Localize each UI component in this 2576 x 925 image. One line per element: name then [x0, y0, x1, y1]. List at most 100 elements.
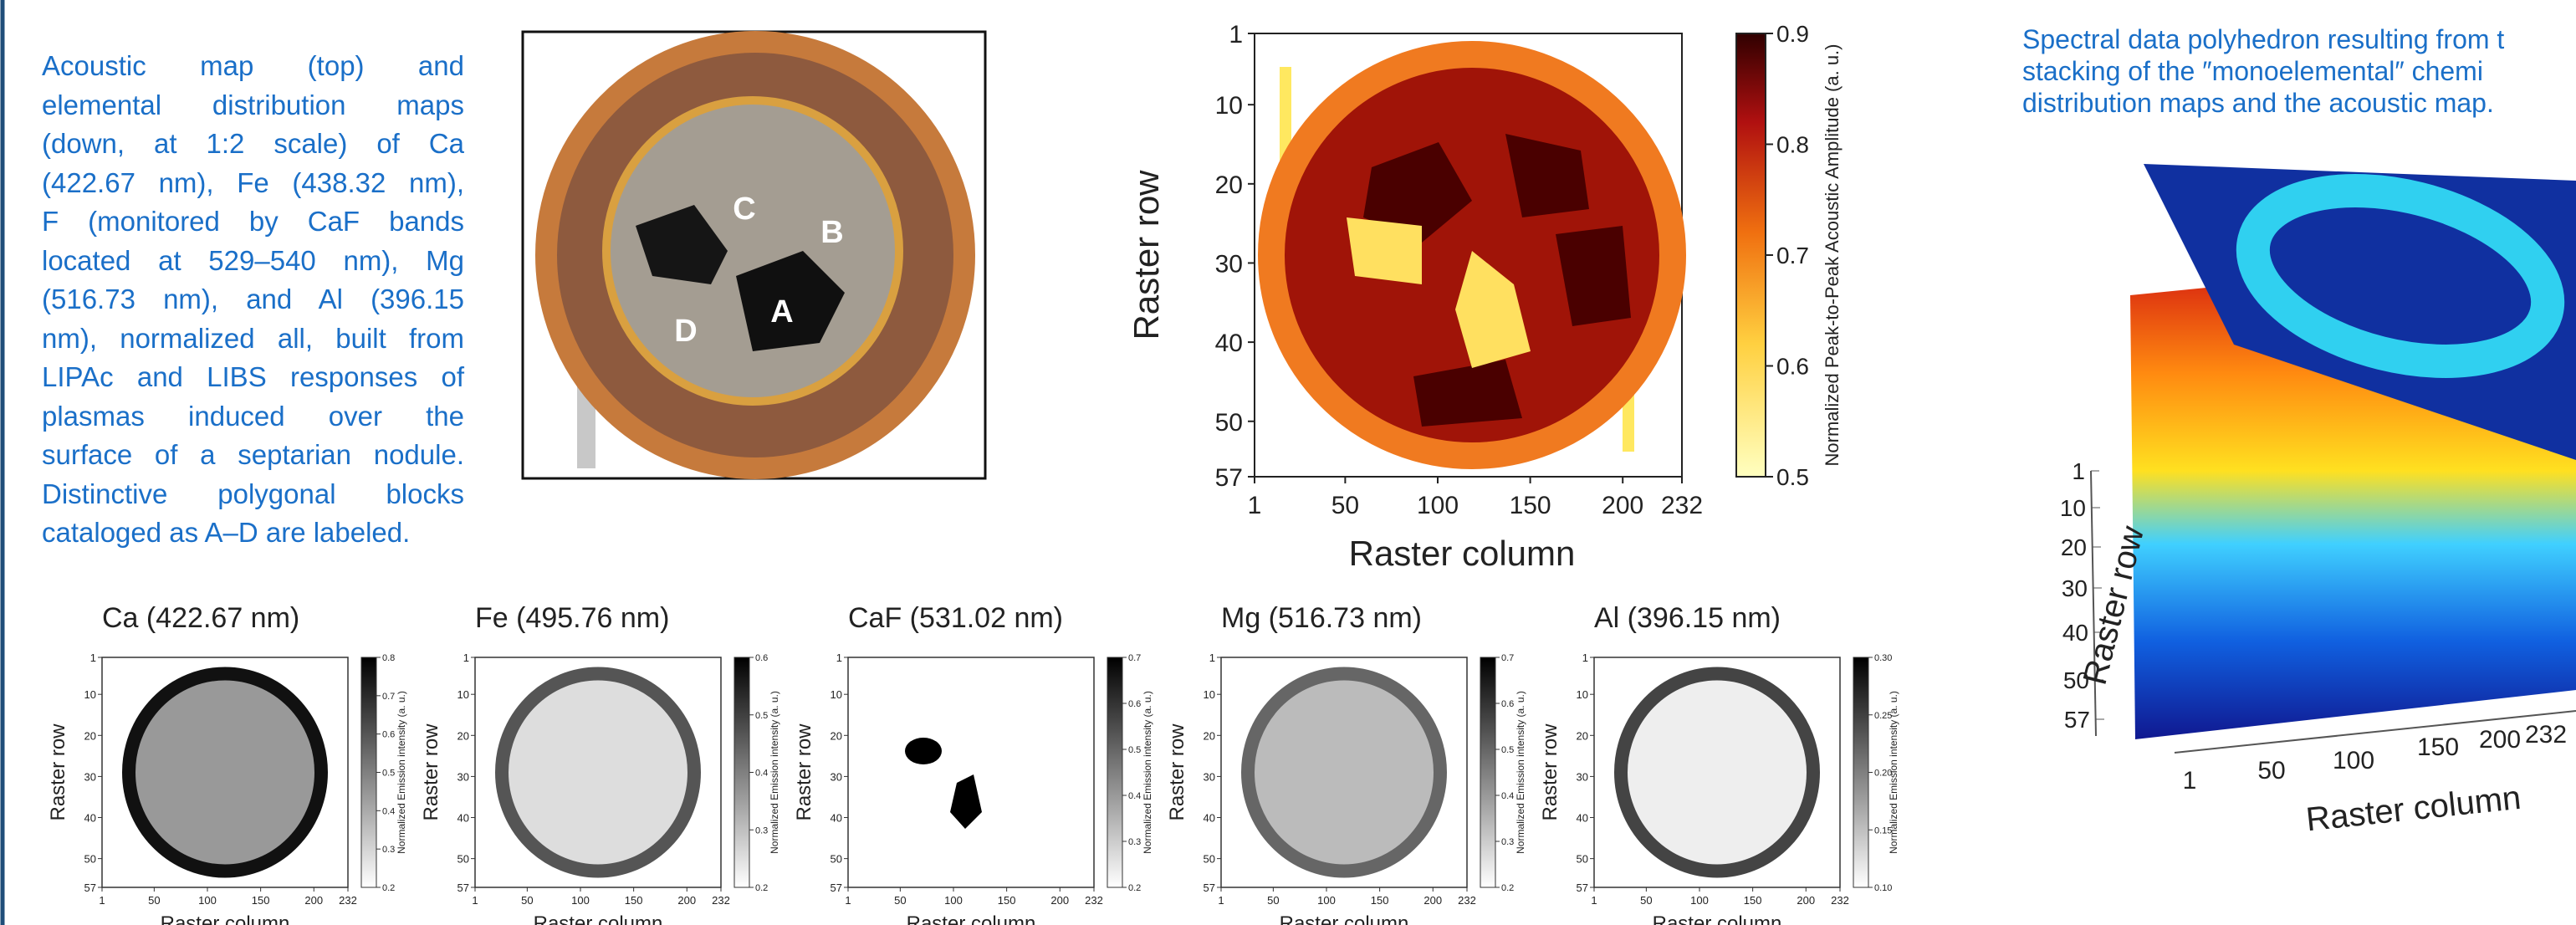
colorbar	[734, 657, 749, 887]
colorbar-tick-label: 0.10	[1874, 883, 1892, 893]
x-tick-label: 50	[521, 894, 533, 907]
y-tick-label: 20	[2061, 534, 2087, 560]
x-axis-label: Raster column	[1653, 912, 1782, 925]
colorbar-label: Normalized Emission intensity (a. u.)	[1888, 691, 1899, 854]
y-axis-label: Raster row	[47, 723, 69, 821]
x-tick-label: 50	[894, 894, 906, 907]
y-tick-label: 10	[1215, 92, 1243, 120]
colorbar-tick-label: 0.8	[1776, 132, 1809, 158]
y-tick-label: 30	[457, 770, 469, 783]
y-tick-label: 40	[1204, 812, 1215, 825]
x-tick-label: 50	[148, 894, 160, 907]
colorbar-label: Normalized Emission intensity (a. u.)	[769, 691, 780, 854]
y-tick-label: 20	[457, 729, 469, 742]
poster-panel: Acoustic map (top) andelemental distribu…	[0, 0, 2576, 925]
colorbar-label: Normalized Emission intensity (a. u.)	[396, 691, 407, 854]
colorbar-tick-label: 0.30	[1874, 653, 1892, 663]
x-tick-label: 150	[1510, 492, 1551, 519]
y-tick-label: 1	[836, 652, 842, 664]
y-tick-label: 30	[1215, 250, 1243, 278]
y-tick-label: 20	[1204, 729, 1215, 742]
block-label: B	[820, 215, 843, 250]
y-tick-label: 57	[2064, 707, 2090, 733]
colorbar-label: Normalized Peak-to-Peak Acoustic Amplitu…	[1822, 43, 1843, 466]
x-tick-label: 200	[304, 894, 323, 907]
colorbar-label: Normalized Emission intensity (a. u.)	[1515, 691, 1526, 854]
figures: CBDA1102030405057150100150200232Raster r…	[0, 0, 2576, 925]
y-axis-label: Raster row	[420, 723, 442, 821]
colorbar-tick-label: 0.4	[1128, 791, 1141, 801]
y-tick-label: 40	[1577, 812, 1588, 825]
colorbar	[1736, 33, 1766, 477]
y-tick-label: 1	[463, 652, 469, 664]
x-tick-label: 232	[1085, 894, 1103, 907]
y-tick-label: 1	[1582, 652, 1588, 664]
x-tick-label: 1	[1218, 894, 1224, 907]
y-tick-label: 50	[1204, 853, 1215, 866]
y-tick-label: 10	[457, 688, 469, 701]
colorbar-tick-label: 0.3	[755, 825, 768, 836]
x-tick-label: 232	[1458, 894, 1476, 907]
x-tick-label: 200	[1797, 894, 1815, 907]
y-tick-label: 1	[2072, 458, 2085, 484]
map-title: Ca (422.67 nm)	[102, 602, 299, 634]
x-axis-label: Raster column	[161, 912, 290, 925]
colorbar-tick-label: 0.5	[1776, 464, 1809, 490]
colorbar-tick-label: 0.4	[1501, 791, 1514, 801]
y-tick-label: 30	[1577, 770, 1588, 783]
y-axis-label: Raster row	[793, 723, 815, 821]
x-tick-label: 1	[99, 894, 105, 907]
y-tick-label: 40	[2062, 620, 2088, 646]
heat-blob	[1347, 217, 1422, 284]
x-tick-label: 1	[845, 894, 851, 907]
x-tick-label: 232	[2525, 721, 2567, 749]
y-tick-label: 10	[2060, 495, 2086, 521]
y-tick-label: 40	[457, 812, 469, 825]
x-axis-label: Raster column	[1280, 912, 1409, 925]
block-label: D	[674, 314, 697, 349]
y-tick-label: 57	[831, 882, 842, 894]
y-tick-label: 50	[457, 853, 469, 866]
y-tick-label: 50	[1577, 853, 1588, 866]
y-axis-label: Raster row	[1127, 170, 1166, 340]
x-tick-label: 1	[472, 894, 478, 907]
x-tick-label: 232	[1831, 894, 1849, 907]
y-tick-label: 1	[1229, 21, 1243, 49]
elemental-map: Al (396.15 nm)11020304050571501001502002…	[1539, 602, 1899, 925]
y-tick-label: 50	[1215, 409, 1243, 437]
colorbar-tick-label: 0.5	[382, 769, 395, 779]
x-tick-label: 100	[2333, 747, 2374, 774]
y-tick-label: 40	[831, 812, 842, 825]
colorbar-tick-label: 0.3	[382, 845, 395, 855]
y-tick-label: 10	[84, 688, 96, 701]
y-tick-label: 20	[84, 729, 96, 742]
x-tick-label: 150	[2417, 733, 2459, 761]
map-title: Mg (516.73 nm)	[1221, 602, 1422, 634]
y-tick-label: 30	[1204, 770, 1215, 783]
map-blob	[905, 738, 942, 764]
y-tick-label: 40	[84, 812, 96, 825]
colorbar-tick-label: 0.6	[1501, 699, 1514, 709]
map-title: Al (396.15 nm)	[1594, 602, 1781, 634]
y-tick-label: 30	[831, 770, 842, 783]
x-tick-label: 1	[2183, 767, 2197, 795]
colorbar-tick-label: 0.4	[382, 806, 395, 816]
y-tick-label: 20	[831, 729, 842, 742]
map-title: Fe (495.76 nm)	[475, 602, 669, 634]
x-tick-label: 1	[1248, 492, 1262, 519]
x-tick-label: 150	[625, 894, 643, 907]
x-tick-label: 200	[677, 894, 696, 907]
y-tick-label: 30	[84, 770, 96, 783]
x-axis-label: Raster column	[907, 912, 1036, 925]
map-disc	[1248, 674, 1440, 871]
x-tick-label: 100	[198, 894, 217, 907]
y-tick-label: 1	[90, 652, 96, 664]
colorbar-tick-label: 0.7	[1501, 653, 1514, 663]
map-disc	[129, 674, 321, 871]
colorbar-tick-label: 0.3	[1128, 837, 1141, 847]
y-tick-label: 20	[1215, 171, 1243, 199]
x-tick-label: 200	[1050, 894, 1069, 907]
